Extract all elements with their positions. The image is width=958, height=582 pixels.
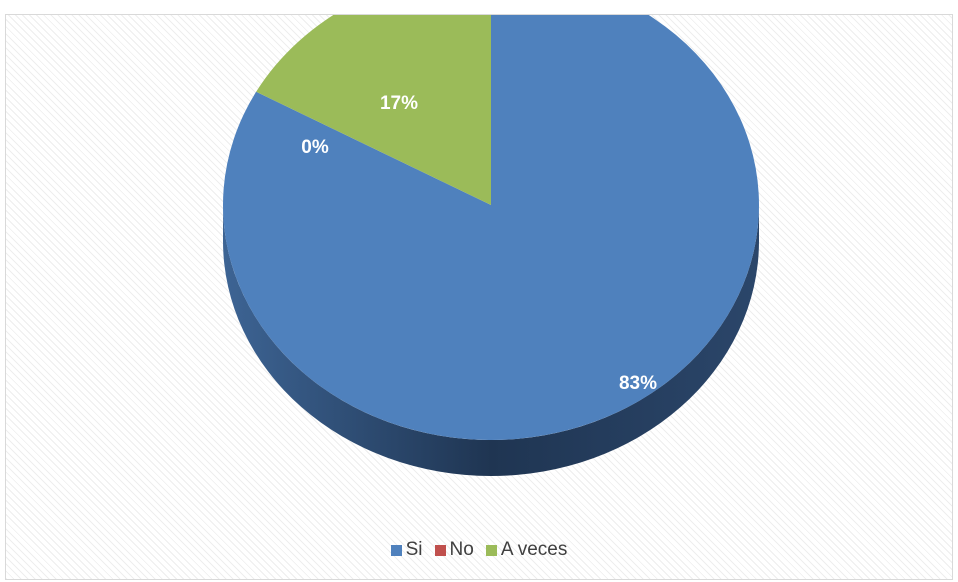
- pie-chart: 83% 0% 17%: [223, 15, 759, 476]
- pie-labels: 83% 0% 17%: [301, 93, 657, 394]
- pie-slice-a-veces: [256, 15, 491, 205]
- legend-item-no: No: [434, 539, 474, 561]
- legend-swatch-a-veces: [485, 544, 497, 556]
- legend-swatch-si: [390, 544, 402, 556]
- legend-item-si: Si: [390, 539, 423, 561]
- data-label-no: 0%: [301, 137, 329, 158]
- legend-label-si: Si: [405, 539, 423, 560]
- data-label-a-veces: 17%: [380, 93, 418, 114]
- pie-slice-si: [223, 15, 759, 440]
- chart-area: 83% 0% 17% Si No A veces: [5, 14, 953, 580]
- data-label-si: 83%: [619, 373, 657, 394]
- legend-swatch-no: [434, 544, 446, 556]
- legend-label-no: No: [449, 539, 474, 560]
- legend-label-a-veces: A veces: [500, 539, 568, 560]
- legend-item-a-veces: A veces: [485, 539, 568, 561]
- pie-slices: [223, 15, 759, 440]
- legend: Si No A veces: [6, 539, 952, 561]
